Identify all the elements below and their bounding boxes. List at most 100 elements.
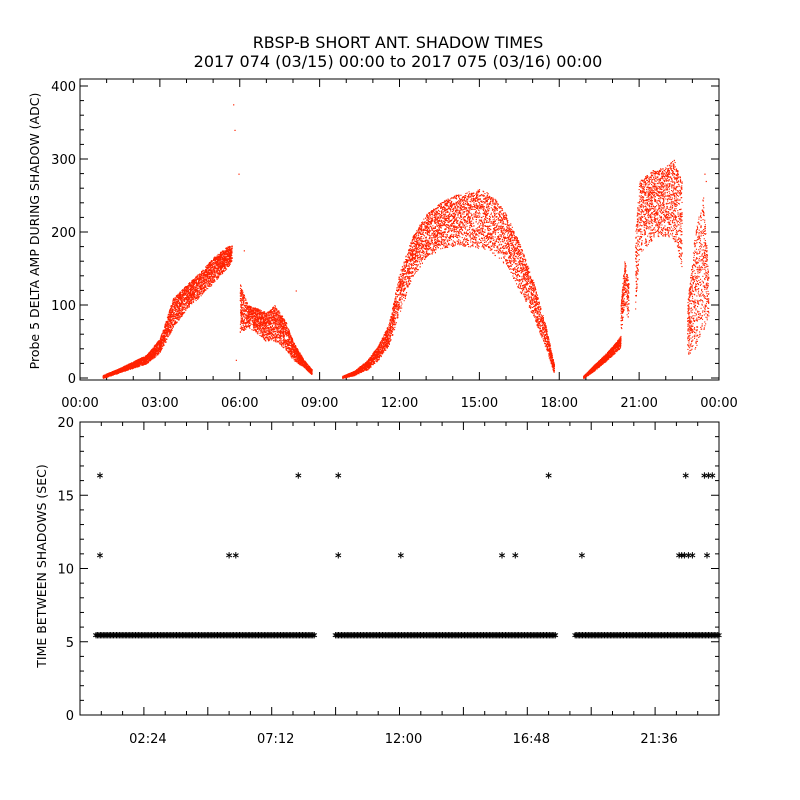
amp-point [125, 366, 126, 367]
amp-point [174, 314, 175, 315]
amp-point [203, 283, 204, 284]
amp-point [199, 276, 200, 277]
amp-point [220, 266, 221, 267]
amp-point [148, 355, 149, 356]
amp-point [134, 362, 135, 363]
amp-point [167, 328, 168, 329]
amp-point [170, 322, 171, 323]
amp-y-tick-label: 200 [51, 226, 76, 241]
amp-point [159, 346, 160, 347]
amp-point [176, 299, 177, 300]
amp-point [190, 303, 191, 304]
amp-point [104, 376, 105, 377]
amp-point [108, 376, 109, 377]
amp-point [157, 342, 158, 343]
amp-point [162, 336, 163, 337]
amp-point [151, 349, 152, 350]
amp-point [144, 359, 145, 360]
amp-point [160, 339, 161, 340]
amp-point [185, 298, 186, 299]
amp-point [185, 289, 186, 290]
amp-point [174, 316, 175, 317]
amp-point [205, 269, 206, 270]
amp-point [176, 317, 177, 318]
amp-point [148, 361, 149, 362]
amp-point [189, 299, 190, 300]
amp-point [190, 291, 191, 292]
amp-point [153, 352, 154, 353]
amp-point [168, 317, 169, 318]
amp-point [200, 292, 201, 293]
amp-point [203, 291, 204, 292]
amp-point [108, 373, 109, 374]
amp-x-tick-label: 00:00 [700, 396, 737, 411]
amp-point [198, 281, 199, 282]
amp-point [180, 310, 181, 311]
amp-point [230, 262, 231, 263]
amp-point [211, 267, 212, 268]
amp-point [173, 311, 174, 312]
amp-point [232, 245, 233, 246]
amp-point [222, 261, 223, 262]
amp-point [193, 301, 194, 302]
amp-point [181, 294, 182, 295]
amp-point [149, 361, 150, 362]
amp-point [201, 295, 202, 296]
amp-point [196, 297, 197, 298]
amp-point [194, 284, 195, 285]
amp-point [178, 298, 179, 299]
amp-point [159, 342, 160, 343]
amp-point [228, 252, 229, 253]
amp-point [165, 341, 166, 342]
amp-point [179, 298, 180, 299]
amp-point [149, 354, 150, 355]
amp-point [223, 259, 224, 260]
amp-point [194, 289, 195, 290]
amp-point [160, 343, 161, 344]
amp-point [219, 271, 220, 272]
amp-point [226, 247, 227, 248]
amp-point [175, 311, 176, 312]
amp-point [170, 314, 171, 315]
amp-point [230, 254, 231, 255]
amp-point [178, 309, 179, 310]
amp-point [205, 274, 206, 275]
amp-point [123, 369, 124, 370]
amp-point [208, 283, 209, 284]
amp-point [201, 293, 202, 294]
amp-point [275, 306, 276, 307]
amp-point [197, 275, 198, 276]
amp-point [172, 309, 173, 310]
amp-point [163, 338, 164, 339]
amp-point [180, 303, 181, 304]
amp-point [224, 252, 225, 253]
amp-point [198, 284, 199, 285]
amp-point [223, 253, 224, 254]
amp-point [192, 288, 193, 289]
amp-point [163, 341, 164, 342]
amp-point [160, 342, 161, 343]
amp-point [214, 274, 215, 275]
amp-point [199, 279, 200, 280]
amp-point [151, 358, 152, 359]
amp-point [154, 354, 155, 355]
amp-point [126, 369, 127, 370]
amp-point [165, 330, 166, 331]
amp-point [205, 275, 206, 276]
amp-point [175, 323, 176, 324]
amp-point [209, 263, 210, 264]
amp-point [178, 315, 179, 316]
amp-point [210, 268, 211, 269]
amp-point [212, 273, 213, 274]
amp-point [188, 301, 189, 302]
amp-point [210, 266, 211, 267]
amp-point [218, 256, 219, 257]
amp-point [201, 282, 202, 283]
amp-point [162, 346, 163, 347]
amp-point [171, 317, 172, 318]
amp-x-tick-label: 06:00 [221, 396, 258, 411]
amp-point [219, 267, 220, 268]
amp-point [189, 292, 190, 293]
amp-point [220, 258, 221, 259]
amp-point [186, 299, 187, 300]
